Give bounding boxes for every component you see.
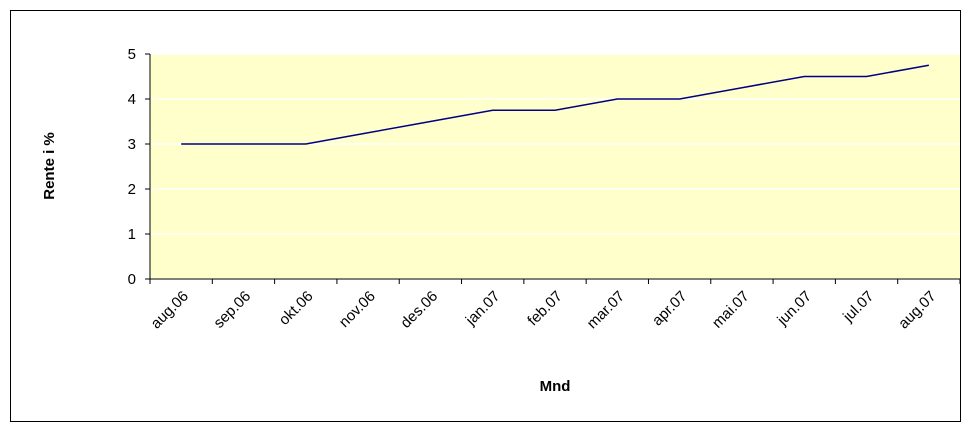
line-series bbox=[181, 64, 929, 145]
y-tick-label: 4 bbox=[128, 91, 136, 108]
y-tick-label: 3 bbox=[128, 136, 136, 153]
y-tick-label: 5 bbox=[128, 46, 136, 63]
y-axis-title: Rente i % bbox=[41, 132, 58, 200]
y-tick-label: 0 bbox=[128, 271, 136, 288]
y-tick-label: 2 bbox=[128, 181, 136, 198]
plot-area bbox=[150, 54, 960, 279]
y-tick-label: 1 bbox=[128, 226, 136, 243]
x-axis-title: Mnd bbox=[540, 378, 571, 395]
